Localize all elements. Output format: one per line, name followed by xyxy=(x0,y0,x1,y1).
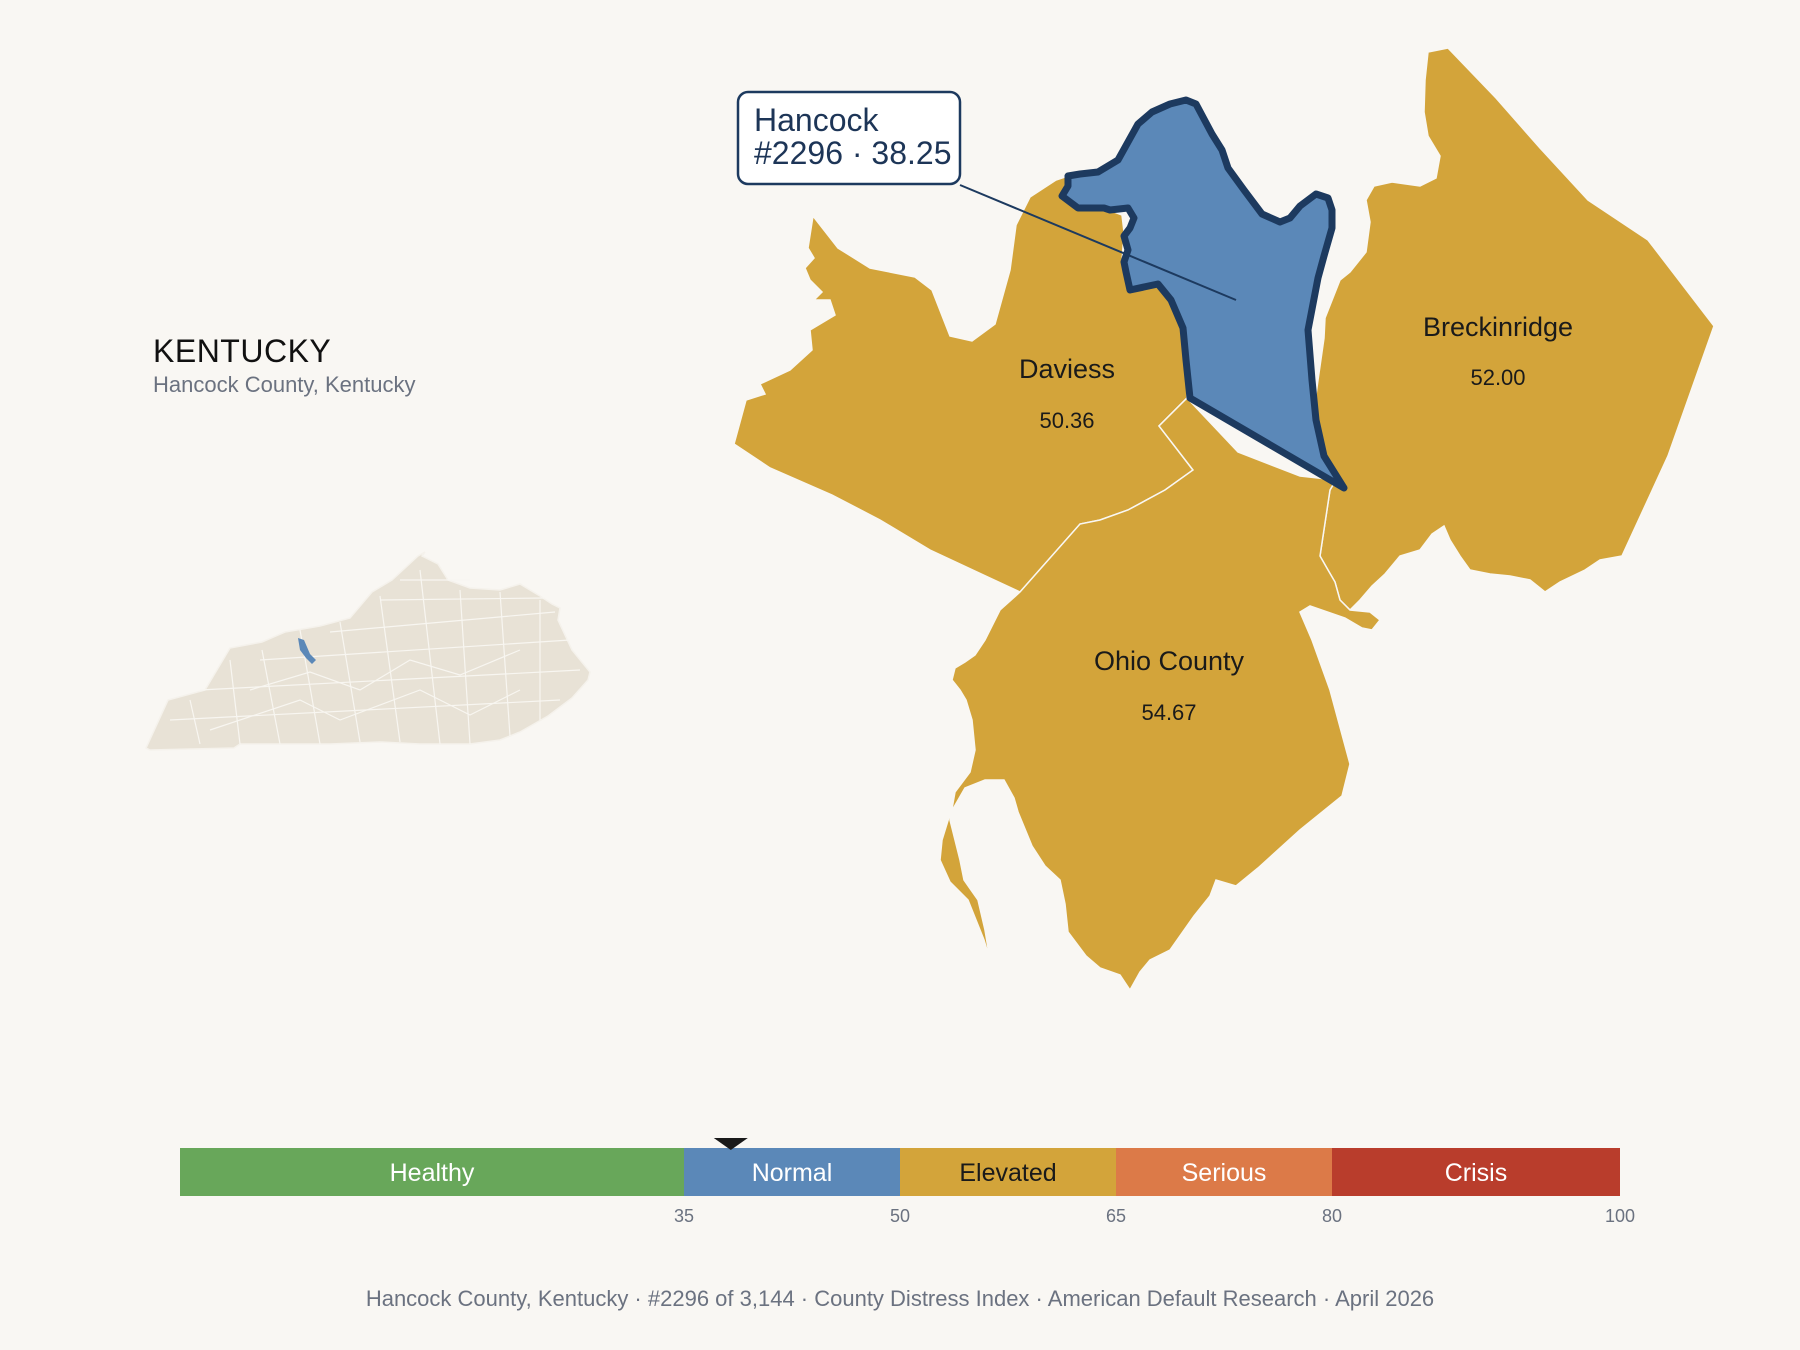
legend-band-elevated xyxy=(900,1148,1116,1196)
state-inset: KENTUCKY Hancock County, Kentucky xyxy=(145,333,591,751)
legend-band-label-elevated: Elevated xyxy=(959,1159,1056,1187)
legend-band-label-healthy: Healthy xyxy=(390,1159,475,1187)
county-hancock[interactable] xyxy=(1058,96,1348,492)
county-label-daviess: Daviess xyxy=(1019,354,1115,384)
footer-caption: Hancock County, Kentucky · #2296 of 3,14… xyxy=(366,1286,1434,1311)
legend-tick-65: 65 xyxy=(1106,1206,1126,1226)
legend-band-label-crisis: Crisis xyxy=(1445,1159,1508,1187)
legend-band-label-normal: Normal xyxy=(752,1159,833,1187)
county-breckinridge[interactable] xyxy=(1311,47,1715,612)
score-marker xyxy=(713,1138,748,1150)
state-title: KENTUCKY xyxy=(153,333,331,369)
state-subtitle: Hancock County, Kentucky xyxy=(153,372,416,397)
callout-line-rank-score: #2296 · 38.25 xyxy=(754,135,952,171)
callout-box xyxy=(736,90,962,186)
legend-band-serious xyxy=(1116,1148,1332,1196)
state-hancock-marker xyxy=(298,638,316,664)
distress-scale-legend: Healthy Normal Elevated Serious Crisis 35 50 65… xyxy=(180,1148,1635,1226)
legend-band-healthy xyxy=(180,1148,684,1196)
county-value-daviess: 50.36 xyxy=(1039,408,1094,433)
county-label-ohio-county: Ohio County xyxy=(1094,646,1245,676)
legend-band-normal xyxy=(684,1148,900,1196)
state-county-lines xyxy=(169,569,581,745)
legend-tick-100: 100 xyxy=(1605,1206,1635,1226)
legend-band-crisis xyxy=(1332,1148,1620,1196)
county-ohio-county[interactable] xyxy=(939,396,1382,992)
legend-tick-50: 50 xyxy=(890,1206,910,1226)
county-label-breckinridge: Breckinridge xyxy=(1423,312,1573,342)
county-shapes xyxy=(733,47,1715,992)
kentucky-state-shape xyxy=(145,551,591,751)
county-value-breckinridge: 52.00 xyxy=(1470,365,1525,390)
hancock-callout: Hancock #2296 · 38.25 xyxy=(736,90,1237,301)
legend-band-label-serious: Serious xyxy=(1182,1159,1267,1187)
callout-leader-line xyxy=(959,184,1237,301)
county-value-ohio-county: 54.67 xyxy=(1141,700,1196,725)
legend-tick-80: 80 xyxy=(1322,1206,1342,1226)
callout-line-name: Hancock xyxy=(754,102,880,138)
legend-tick-35: 35 xyxy=(674,1206,694,1226)
county-labels: Daviess 50.36 Breckinridge 52.00 Ohio Co… xyxy=(1019,312,1573,725)
